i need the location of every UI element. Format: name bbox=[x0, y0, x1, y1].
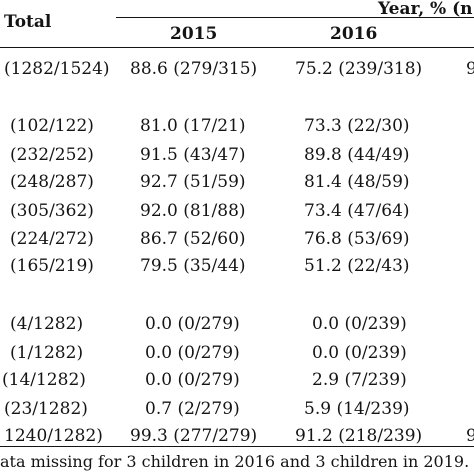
cell-2016: 73.3 (22/30) bbox=[304, 116, 410, 136]
cell-2015: 0.0 (0/279) bbox=[145, 314, 240, 334]
cell-total: (165/219) bbox=[10, 256, 94, 276]
cell-total: (1282/1524) bbox=[4, 59, 110, 79]
top-rule-right bbox=[116, 17, 474, 18]
cell-total: (248/287) bbox=[10, 172, 94, 192]
cell-2017: 9 bbox=[466, 426, 474, 446]
cell-2016: 81.4 (48/59) bbox=[304, 172, 410, 192]
cell-2016: 91.2 (218/239) bbox=[295, 426, 423, 446]
cell-2016: 0.0 (0/239) bbox=[312, 343, 407, 363]
footnote: ata missing for 3 children in 2016 and 3… bbox=[0, 452, 470, 471]
cell-2015: 88.6 (279/315) bbox=[130, 59, 258, 79]
cell-2016: 75.2 (239/318) bbox=[295, 59, 423, 79]
cell-2016: 5.9 (14/239) bbox=[304, 399, 410, 419]
cell-total: (1/1282) bbox=[10, 343, 84, 363]
cell-2016: 73.4 (47/64) bbox=[304, 201, 410, 221]
cell-2015: 99.3 (277/279) bbox=[130, 426, 258, 446]
cell-2016: 51.2 (22/43) bbox=[304, 256, 410, 276]
cell-total: (224/272) bbox=[10, 229, 94, 249]
cell-2015: 81.0 (17/21) bbox=[140, 116, 246, 136]
cell-2015: 91.5 (43/47) bbox=[140, 145, 246, 165]
cell-total: (14/1282) bbox=[2, 370, 86, 390]
cell-2016: 89.8 (44/49) bbox=[304, 145, 410, 165]
cell-total: 1240/1282) bbox=[4, 426, 103, 446]
header-year-2015: 2015 bbox=[170, 24, 218, 44]
cell-total: (305/362) bbox=[10, 201, 94, 221]
cell-total: (102/122) bbox=[10, 116, 94, 136]
cell-2015: 92.7 (51/59) bbox=[140, 172, 246, 192]
cell-2015: 86.7 (52/60) bbox=[140, 229, 246, 249]
header-total: Total bbox=[4, 12, 52, 32]
cell-2015: 0.0 (0/279) bbox=[145, 370, 240, 390]
cell-total: (4/1282) bbox=[10, 314, 84, 334]
header-year-group: Year, % (n bbox=[378, 1, 473, 18]
cell-total: (232/252) bbox=[10, 145, 94, 165]
cell-2015: 79.5 (35/44) bbox=[140, 256, 246, 276]
cell-total: (23/1282) bbox=[4, 399, 88, 419]
header-bottom-rule bbox=[0, 47, 474, 48]
cell-2016: 2.9 (7/239) bbox=[312, 370, 407, 390]
cell-2015: 92.0 (81/88) bbox=[140, 201, 246, 221]
header-year-group-label: Year, % (n bbox=[378, 0, 473, 19]
table-bottom-rule bbox=[0, 446, 474, 447]
cell-2017: 9 bbox=[466, 59, 474, 79]
cell-2016: 76.8 (53/69) bbox=[304, 229, 410, 249]
cell-2016: 0.0 (0/239) bbox=[312, 314, 407, 334]
header-year-2016: 2016 bbox=[330, 24, 378, 44]
cell-2015: 0.7 (2/279) bbox=[145, 399, 240, 419]
cell-2015: 0.0 (0/279) bbox=[145, 343, 240, 363]
